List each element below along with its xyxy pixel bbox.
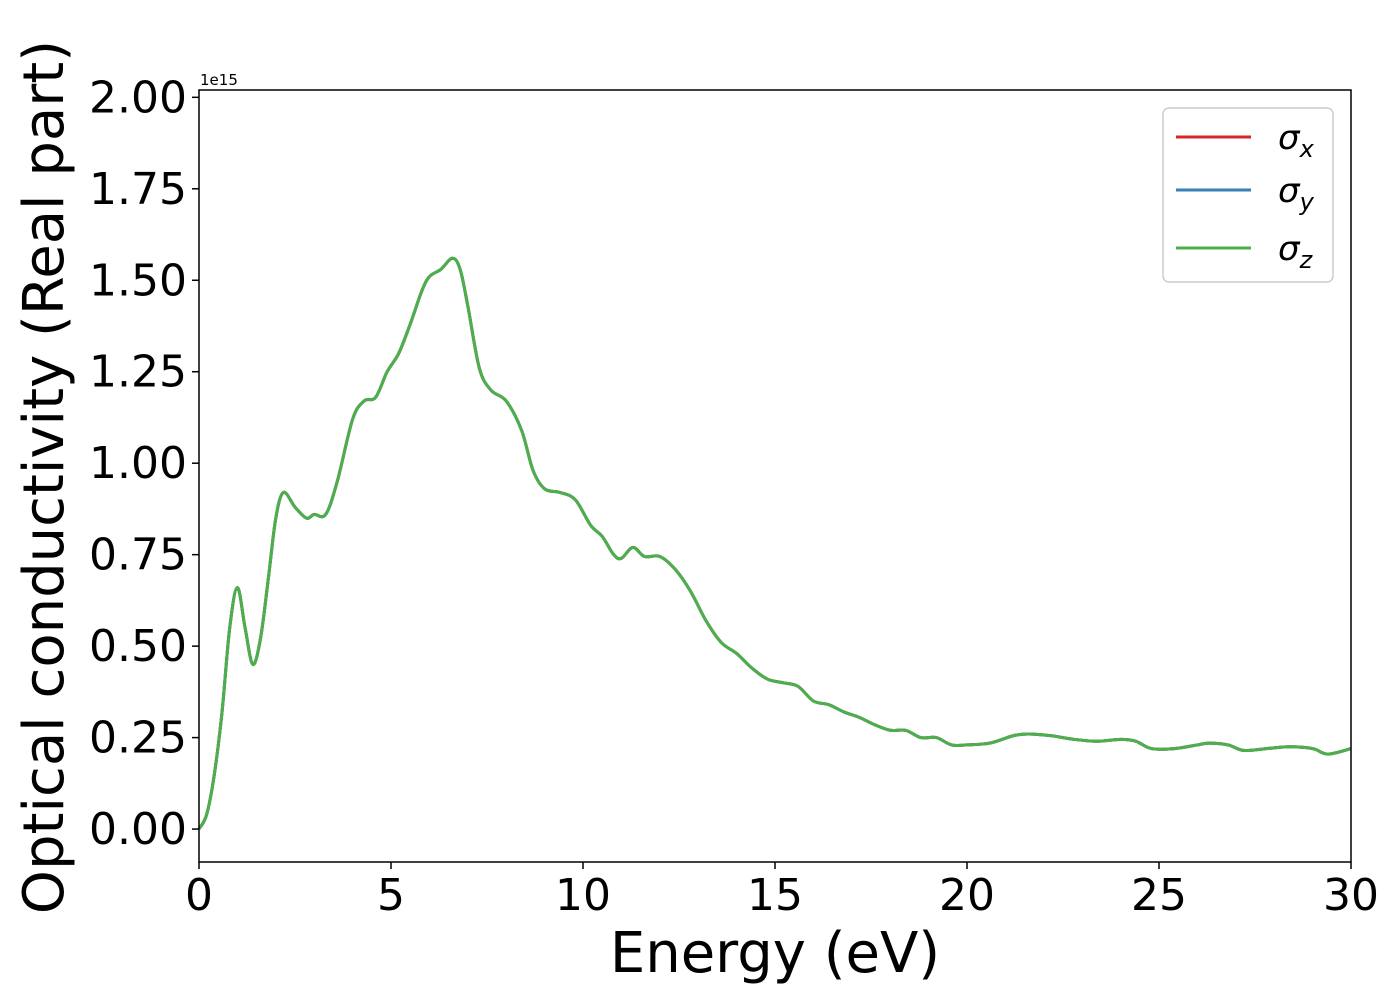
legend-item-sigma-z: σz bbox=[1176, 229, 1314, 274]
legend-item-sigma-y: σy bbox=[1176, 171, 1315, 216]
y-tick-label: 1.50 bbox=[89, 255, 187, 306]
legend-item-sigma-x: σx bbox=[1176, 118, 1315, 163]
x-tick-label: 20 bbox=[939, 870, 995, 921]
y-tick-label: 1.25 bbox=[89, 347, 187, 398]
x-axis-ticks: 0 5 10 15 20 25 30 bbox=[185, 862, 1379, 921]
y-tick-label: 1.00 bbox=[89, 438, 187, 489]
series-line-sigma-y bbox=[197, 256, 1352, 830]
y-tick-label: 0.50 bbox=[89, 621, 187, 672]
y-tick-label: 0.25 bbox=[89, 713, 187, 764]
x-axis-label: Energy (eV) bbox=[610, 921, 940, 986]
legend-label: σy bbox=[1278, 171, 1315, 216]
x-tick-label: 5 bbox=[377, 870, 405, 921]
legend: σx σy σz bbox=[1162, 107, 1334, 283]
y-tick-label: 0.00 bbox=[89, 804, 187, 855]
y-axis-ticks: 0.00 0.25 0.50 0.75 1.00 1.25 1.50 1.75 2.00 bbox=[89, 72, 199, 855]
y-tick-label: 2.00 bbox=[89, 72, 187, 123]
y-axis-label: Optical conductivity (Real part) bbox=[12, 40, 77, 914]
x-tick-label: 10 bbox=[555, 870, 611, 921]
series-line-sigma-x bbox=[197, 256, 1352, 830]
y-tick-label: 1.75 bbox=[89, 164, 187, 215]
y-tick-label: 0.75 bbox=[89, 530, 187, 581]
x-tick-label: 0 bbox=[185, 870, 213, 921]
plot-lines bbox=[197, 256, 1352, 830]
legend-label: σz bbox=[1278, 229, 1314, 274]
x-tick-label: 30 bbox=[1323, 870, 1379, 921]
legend-items: σx σy σz bbox=[1176, 118, 1315, 274]
x-tick-label: 25 bbox=[1131, 870, 1187, 921]
series-line-sigma-z bbox=[197, 256, 1352, 830]
x-tick-label: 15 bbox=[747, 870, 803, 921]
legend-label: σx bbox=[1278, 118, 1315, 163]
y-offset-text: 1e15 bbox=[200, 71, 238, 89]
legend-box bbox=[1162, 107, 1334, 283]
